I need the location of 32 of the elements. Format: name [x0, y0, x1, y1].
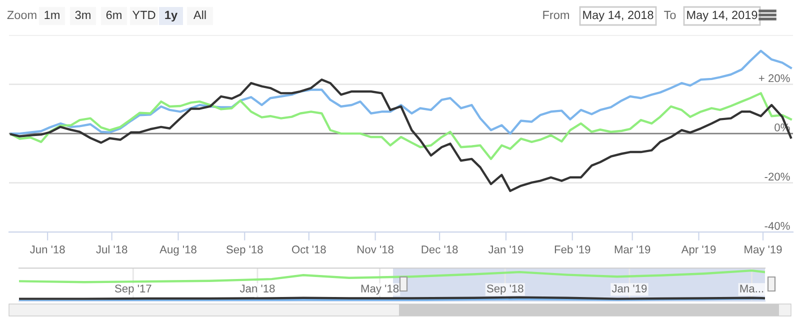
x-tick-label: Jan '19	[612, 284, 647, 292]
x-tick-label: Jan '18	[240, 284, 275, 292]
text: May 14, 2019	[687, 10, 758, 22]
text: 6m	[106, 10, 122, 20]
x-tick-label: Mar '19	[614, 246, 650, 254]
text: 1m	[44, 10, 60, 20]
text: 1y	[165, 10, 178, 22]
x-tick-label: Jan '19	[488, 246, 524, 254]
y-tick-label: -20%	[764, 172, 790, 181]
x-tick-label: Apr '19	[681, 246, 716, 256]
x-tick-label: Nov '18	[358, 246, 394, 254]
y-tick-label: + 20%	[758, 74, 790, 82]
text: May 14, 2018	[583, 10, 654, 22]
x-tick-label: Sep '18	[486, 284, 524, 295]
x-tick-label: May '19	[744, 246, 782, 256]
x-tick-label: Dec '18	[422, 246, 458, 254]
text: 3m	[75, 10, 90, 20]
x-tick-label: May '18	[361, 284, 399, 295]
text: All	[193, 10, 206, 20]
text: From	[543, 10, 569, 20]
text: YTD	[132, 10, 156, 20]
y-tick-label: -40%	[764, 222, 790, 230]
x-tick-label: Oct '18	[292, 246, 326, 254]
x-tick-label: Ma...	[740, 284, 764, 292]
text: Zoom	[7, 10, 36, 20]
x-tick-label: Jun '18	[30, 246, 65, 254]
text: To	[664, 10, 676, 20]
x-tick-label: Sep '18	[226, 246, 263, 256]
x-tick-label: Sep '17	[114, 284, 152, 295]
x-tick-label: Jul '18	[96, 245, 128, 254]
x-tick-label: Aug '18	[160, 246, 196, 256]
x-tick-label: Feb '19	[554, 245, 590, 254]
